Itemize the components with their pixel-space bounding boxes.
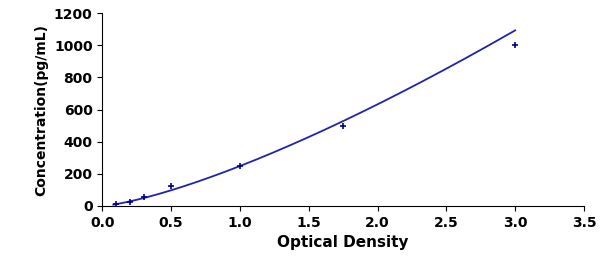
X-axis label: Optical Density: Optical Density — [278, 235, 409, 250]
Y-axis label: Concentration(pg/mL): Concentration(pg/mL) — [34, 23, 48, 196]
